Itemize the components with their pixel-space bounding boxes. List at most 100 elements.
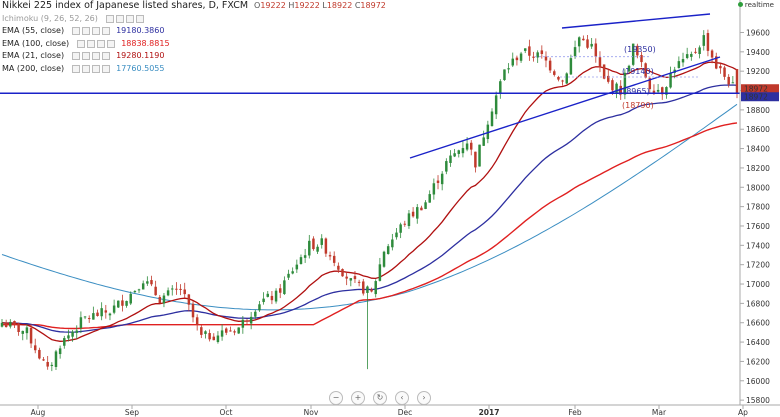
- candle-body: [374, 281, 377, 295]
- candle-body: [25, 327, 29, 334]
- legend-ema21[interactable]: EMA (21, close) 19280.1190: [2, 50, 386, 63]
- candle-body: [237, 327, 240, 334]
- candle-body: [166, 290, 170, 296]
- candle-body: [665, 87, 668, 95]
- legend-controls[interactable]: [70, 27, 111, 36]
- candle-body: [631, 43, 635, 65]
- candle-body: [661, 87, 664, 95]
- candle-body: [702, 35, 706, 46]
- candle-body: [735, 69, 739, 94]
- candle-body: [370, 289, 373, 292]
- candle-body: [0, 322, 4, 327]
- candle-body: [50, 364, 54, 366]
- scroll-left-icon[interactable]: ‹: [395, 391, 409, 405]
- candle-body: [224, 328, 228, 333]
- price-label: 18972: [744, 93, 768, 102]
- candle-body: [117, 300, 120, 308]
- candle-body: [536, 52, 539, 58]
- candle-body: [428, 194, 431, 203]
- scroll-right-icon[interactable]: ›: [417, 391, 431, 405]
- candle-body: [573, 47, 577, 57]
- y-tick-label: 17600: [746, 222, 770, 231]
- candle-body: [17, 323, 20, 332]
- candle-body: [345, 276, 348, 279]
- candle-body: [478, 144, 481, 167]
- candle-body: [357, 281, 361, 283]
- candle-body: [254, 311, 257, 317]
- legend-value: 18838.8815: [121, 38, 170, 48]
- legend-ichimoku[interactable]: Ichimoku (9, 26, 52, 26): [2, 13, 386, 26]
- candle-body: [154, 286, 157, 296]
- candle-body: [569, 58, 573, 75]
- candle-body: [362, 281, 365, 294]
- price-label-box: [741, 92, 779, 102]
- candle-body: [341, 269, 344, 277]
- candlesticks: [0, 29, 739, 372]
- candle-body: [287, 273, 290, 278]
- reset-icon[interactable]: ↻: [373, 391, 387, 405]
- candle-body: [316, 246, 319, 252]
- candle-body: [137, 289, 141, 291]
- legend-ma200[interactable]: MA (200, close) 17760.5055: [2, 63, 386, 76]
- candle-body: [38, 349, 41, 359]
- candle-body: [623, 72, 627, 95]
- x-tick-label: Nov: [304, 408, 319, 417]
- candle-body: [532, 56, 535, 58]
- candle-body: [652, 90, 656, 93]
- candle-body: [29, 327, 33, 344]
- legend-controls[interactable]: [104, 14, 144, 23]
- candle-body: [507, 68, 510, 70]
- chart-title-row: Nikkei 225 index of Japanese listed shar…: [2, 0, 386, 13]
- candle-body: [469, 142, 473, 150]
- candle-body: [494, 95, 498, 115]
- candle-body: [108, 313, 112, 316]
- candle-body: [332, 255, 336, 263]
- candle-body: [79, 317, 83, 329]
- candle-body: [619, 85, 622, 95]
- y-tick-label: 17200: [746, 261, 770, 270]
- y-tick-label: 18200: [746, 164, 770, 173]
- candle-body: [299, 257, 303, 264]
- candle-body: [490, 111, 494, 127]
- candle-body: [312, 238, 315, 250]
- candle-body: [183, 289, 186, 295]
- candle-body: [92, 313, 95, 320]
- y-tick-label: 19400: [746, 48, 770, 57]
- legend-controls[interactable]: [70, 64, 111, 73]
- candle-body: [557, 76, 560, 80]
- candle-body: [677, 61, 681, 68]
- candle-body: [337, 265, 340, 270]
- chart-title: Nikkei 225 index of Japanese listed shar…: [2, 0, 249, 11]
- legend-ema100[interactable]: EMA (100, close) 18838.8815: [2, 38, 386, 51]
- legend-ema55[interactable]: EMA (55, close) 19180.3860: [2, 25, 386, 38]
- legend-controls[interactable]: [70, 52, 111, 61]
- candle-body: [324, 238, 328, 254]
- status-dot-icon: [737, 2, 743, 7]
- ema100-line: [2, 122, 738, 330]
- y-tick-label: 18800: [746, 106, 770, 115]
- candle-body: [150, 280, 153, 285]
- candle-body: [523, 48, 527, 51]
- candle-body: [303, 255, 307, 258]
- realtime-status: realtime: [737, 1, 774, 9]
- candle-body: [690, 53, 693, 57]
- candle-body: [681, 59, 685, 63]
- candle-body: [112, 305, 116, 313]
- zoom-out-icon[interactable]: −: [329, 391, 343, 405]
- candle-body: [482, 137, 485, 146]
- y-tick-label: 16000: [746, 377, 770, 386]
- candle-body: [245, 320, 249, 322]
- candle-body: [440, 173, 444, 185]
- zoom-in-icon[interactable]: +: [351, 391, 365, 405]
- legend-controls[interactable]: [75, 39, 116, 48]
- ohlc-readout: O19222 H19222 L18922 C18972: [254, 1, 386, 10]
- y-tick-label: 18600: [746, 125, 770, 134]
- candle-body: [582, 38, 585, 41]
- candle-body: [594, 43, 598, 57]
- candle-body: [283, 280, 286, 295]
- candle-body: [249, 316, 253, 324]
- candle-body: [241, 319, 245, 328]
- candle-body: [67, 335, 70, 339]
- x-tick-label: 2017: [479, 408, 500, 417]
- y-tick-label: 16800: [746, 299, 770, 308]
